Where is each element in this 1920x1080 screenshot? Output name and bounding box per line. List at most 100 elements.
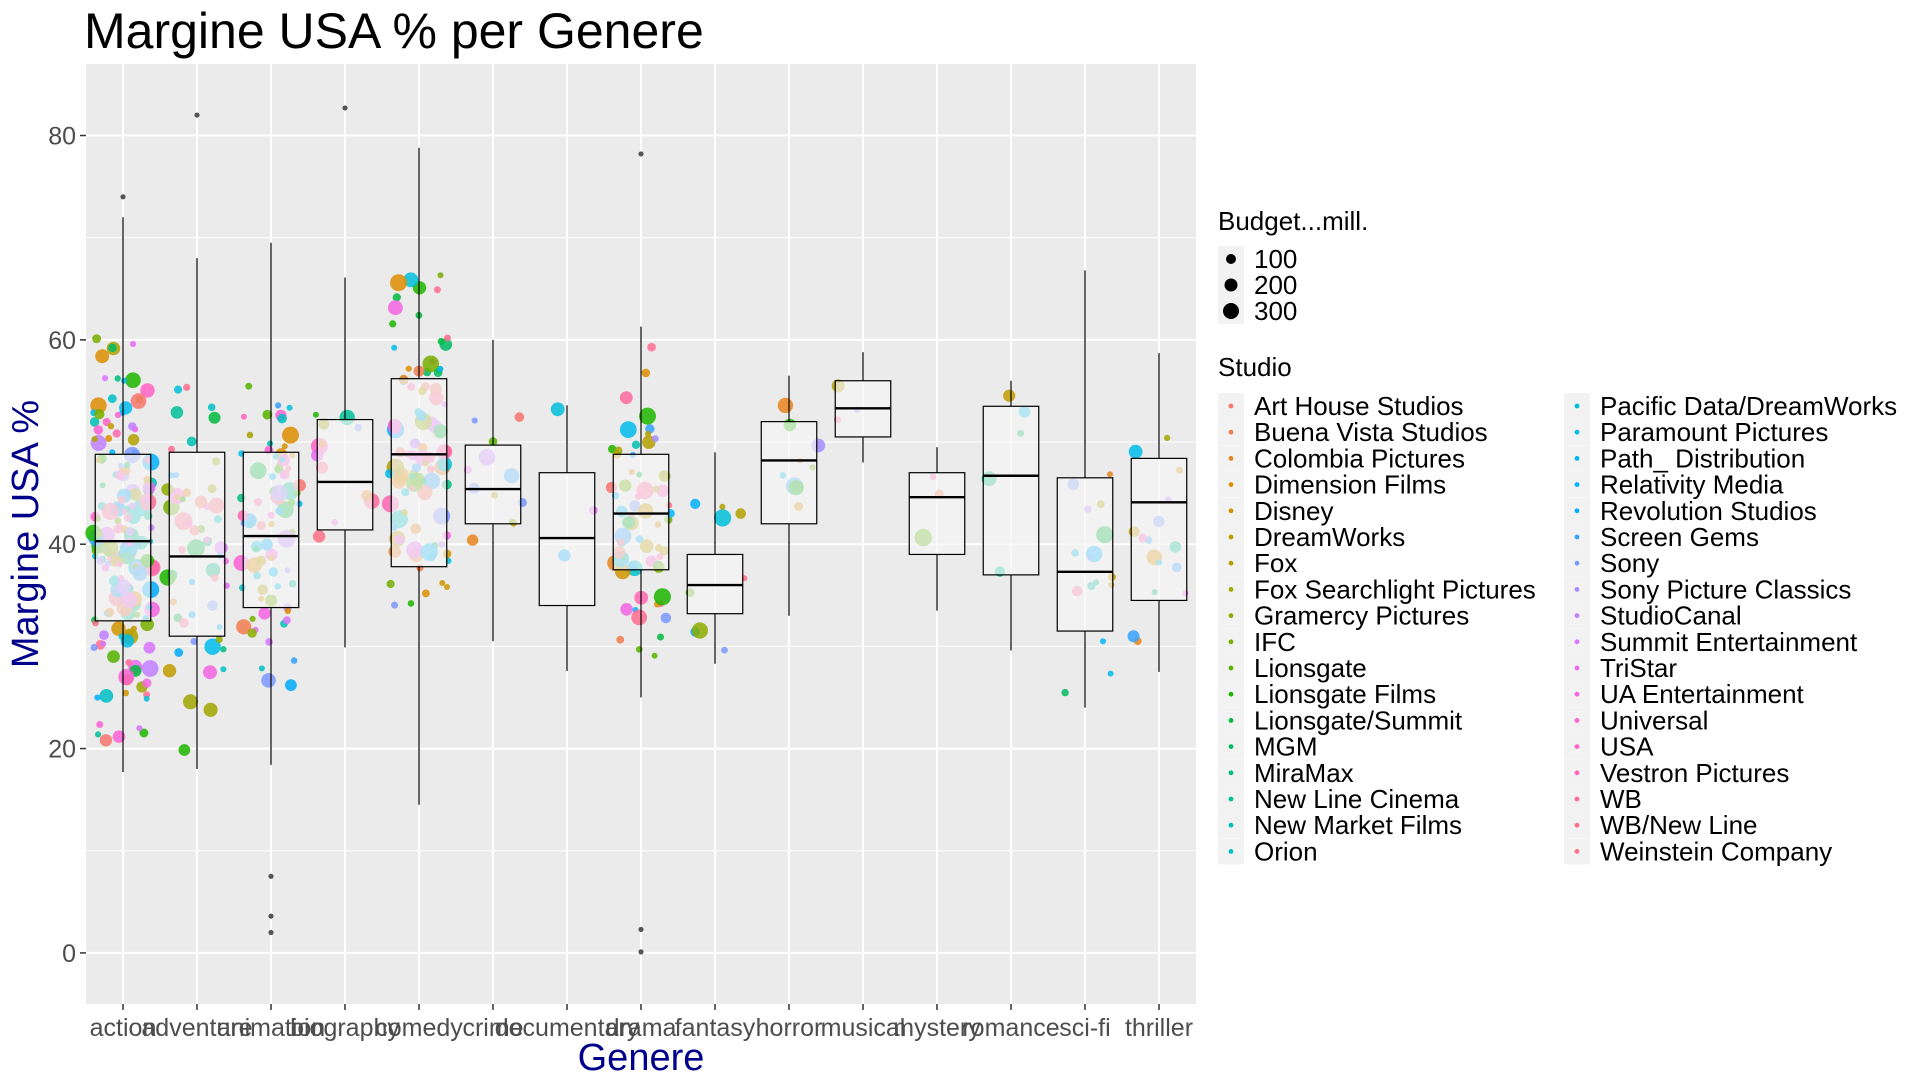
data-point (719, 503, 726, 510)
color-legend-label: Sony (1600, 548, 1659, 578)
data-point (614, 446, 623, 455)
data-point (107, 394, 117, 403)
data-point (258, 665, 265, 672)
data-point (1107, 471, 1113, 478)
data-point (143, 641, 156, 654)
outlier-point (342, 105, 348, 111)
outlier-point (194, 112, 200, 118)
color-legend-dot (1228, 560, 1234, 566)
box-iqr (464, 444, 522, 525)
color-legend-dot (1228, 796, 1234, 802)
data-point (437, 272, 444, 279)
data-point (284, 607, 292, 614)
color-legend-label: Lionsgate Films (1254, 679, 1436, 709)
data-point (290, 657, 298, 664)
data-point (90, 643, 98, 652)
y-tick-label: 0 (62, 940, 76, 968)
data-point (647, 342, 656, 352)
data-point (203, 665, 217, 680)
data-point (262, 409, 273, 420)
color-legend-label: TriStar (1600, 653, 1677, 683)
boxplot-fantasy (686, 452, 744, 664)
x-tick-label: crime (462, 1014, 523, 1042)
color-legend-label: Colombia Pictures (1254, 443, 1465, 473)
size-legend-label: 300 (1254, 296, 1297, 326)
outlier-point (268, 913, 274, 919)
box-iqr (1130, 457, 1188, 602)
box-iqr (242, 451, 300, 609)
data-point (631, 440, 641, 449)
outlier-point (120, 194, 126, 200)
color-legend-label: USA (1600, 732, 1654, 762)
data-point (141, 660, 159, 677)
data-point (1061, 688, 1069, 697)
color-legend-dot (1228, 770, 1234, 776)
data-point (444, 334, 451, 342)
data-point (514, 412, 525, 422)
data-point (220, 666, 227, 673)
data-point (392, 293, 401, 302)
outlier-point (638, 926, 644, 933)
data-point (246, 431, 254, 439)
color-legend-dot (1574, 822, 1580, 828)
color-legend-dot (1574, 849, 1580, 854)
color-legend-dot (1228, 482, 1234, 487)
boxplots (94, 147, 1188, 805)
data-point (660, 612, 672, 624)
data-point (136, 725, 143, 732)
data-point (735, 508, 746, 519)
data-point (258, 607, 271, 620)
data-point (312, 530, 326, 543)
data-point (390, 274, 407, 292)
data-point (1127, 630, 1140, 643)
color-legend-dot (1574, 613, 1580, 618)
data-point (267, 440, 274, 447)
data-point (95, 349, 110, 364)
x-tick-label: action (90, 1014, 157, 1042)
data-point (108, 343, 117, 353)
data-point (422, 355, 440, 373)
data-point (143, 695, 150, 702)
data-point (433, 286, 441, 294)
data-point (107, 423, 115, 430)
color-legend-dot (1574, 534, 1580, 540)
outlier-points (120, 105, 644, 955)
color-legend-dot (1574, 639, 1580, 645)
color-legend-dot (1574, 665, 1580, 671)
boxplot-mystery (908, 447, 966, 611)
data-point (466, 534, 479, 546)
data-point (653, 588, 672, 606)
data-point (777, 397, 794, 414)
color-legend-dot (1574, 587, 1580, 592)
color-legend-dot (1574, 744, 1580, 749)
color-legend-dot (1228, 639, 1234, 645)
data-point (282, 426, 299, 444)
boxplot-adventure (168, 258, 226, 769)
data-point (639, 407, 656, 425)
size-legend-label: 200 (1254, 270, 1297, 300)
data-point (249, 615, 256, 623)
boxplot-animation (242, 242, 300, 765)
color-legend-label: UA Entertainment (1600, 679, 1805, 709)
color-legend-dot (1228, 534, 1234, 540)
data-point (91, 436, 98, 443)
x-tick-label: animation (217, 1014, 325, 1042)
data-point (391, 344, 398, 351)
box-iqr (316, 418, 374, 531)
color-legend-dot (1228, 508, 1234, 514)
color-legend-dot (1574, 429, 1580, 435)
color-legend-label: Disney (1254, 496, 1333, 526)
data-point (99, 630, 109, 640)
chart-title: Margine USA % per Genere (84, 3, 704, 59)
box-iqr (94, 453, 152, 622)
color-legend-dot (1228, 613, 1234, 618)
data-point (174, 385, 183, 394)
data-point (101, 375, 109, 382)
data-point (99, 689, 114, 703)
data-point (125, 372, 141, 389)
color-legend-label: Universal (1600, 705, 1708, 735)
data-point (388, 300, 403, 316)
data-point (130, 625, 137, 632)
boxplot-romance (982, 380, 1040, 651)
